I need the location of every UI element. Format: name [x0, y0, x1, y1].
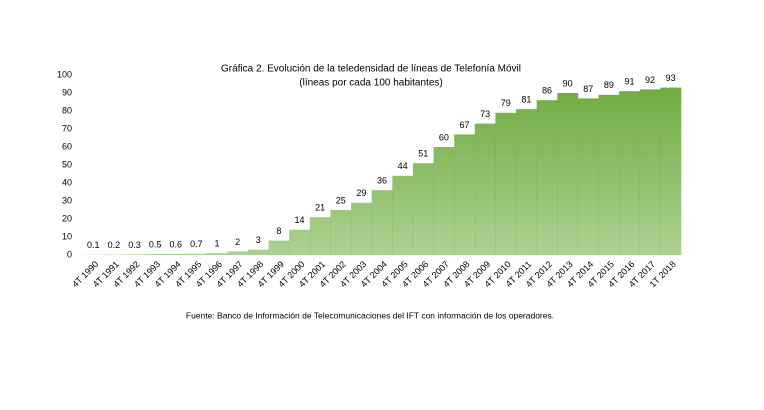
y-tick-label: 70: [62, 123, 72, 133]
y-tick-label: 0: [67, 249, 72, 259]
data-label: 0.7: [190, 239, 203, 249]
y-tick-label: 100: [57, 69, 72, 79]
bar: [371, 190, 393, 255]
data-label: 89: [604, 80, 614, 90]
data-label: 60: [439, 132, 449, 142]
y-tick-label: 30: [62, 195, 72, 205]
data-label: 25: [336, 195, 346, 205]
bar: [619, 91, 641, 255]
bar: [412, 163, 434, 255]
y-tick-label: 10: [62, 231, 72, 241]
data-label: 0.1: [87, 240, 100, 250]
data-label: 93: [666, 73, 676, 83]
bar: [433, 147, 455, 255]
y-tick-label: 20: [62, 213, 72, 223]
data-label: 86: [542, 86, 552, 96]
bar: [392, 175, 414, 255]
data-label: 81: [521, 95, 531, 105]
data-label: 0.5: [149, 239, 162, 249]
y-tick-label: 40: [62, 177, 72, 187]
y-tick-label: 80: [62, 105, 72, 115]
bar: [268, 240, 290, 255]
bar: [351, 202, 372, 255]
bar: [639, 89, 661, 256]
data-label: 0.2: [108, 240, 121, 250]
data-label: 67: [459, 120, 469, 130]
chart-subtitle: (líneas por cada 100 habitantes): [299, 78, 442, 89]
chart-title: Gráfica 2. Evolución de la teledensidad …: [221, 64, 521, 75]
bar: [186, 253, 208, 255]
data-label: 79: [501, 98, 511, 108]
bar: [165, 253, 187, 255]
data-label: 29: [356, 188, 366, 198]
bar: [144, 254, 166, 255]
bar: [495, 112, 517, 255]
data-label: 92: [645, 75, 655, 85]
bar: [516, 109, 537, 255]
bar: [536, 100, 558, 255]
y-tick-label: 90: [62, 87, 72, 97]
bar: [577, 98, 599, 256]
data-label: 87: [583, 84, 593, 94]
data-label: 14: [295, 215, 305, 225]
data-label: 21: [315, 203, 325, 213]
data-label: 36: [377, 176, 387, 186]
data-label: 44: [398, 161, 408, 171]
bar: [598, 94, 620, 255]
data-label: 90: [563, 78, 573, 88]
y-tick-label: 60: [62, 141, 72, 151]
bar: [309, 217, 331, 255]
bar: [330, 210, 352, 255]
bar: [247, 249, 269, 255]
bar: [474, 123, 496, 255]
data-label: 3: [256, 235, 261, 245]
bar: [289, 229, 311, 255]
bar: [206, 253, 228, 255]
source-note: Fuente: Banco de Información de Telecomu…: [186, 310, 554, 320]
data-label: 1: [215, 239, 220, 249]
data-label: 91: [624, 77, 634, 87]
bar: [557, 93, 579, 255]
data-label: 2: [235, 237, 240, 247]
data-label: 0.6: [170, 239, 183, 249]
y-tick-label: 50: [62, 159, 72, 169]
bar: [660, 87, 682, 255]
bar: [227, 251, 249, 255]
bar: [454, 134, 476, 255]
data-label: 8: [276, 226, 281, 236]
data-label: 0.3: [128, 240, 141, 250]
bar: [124, 254, 146, 255]
data-label: 51: [418, 149, 428, 159]
data-label: 73: [480, 109, 490, 119]
